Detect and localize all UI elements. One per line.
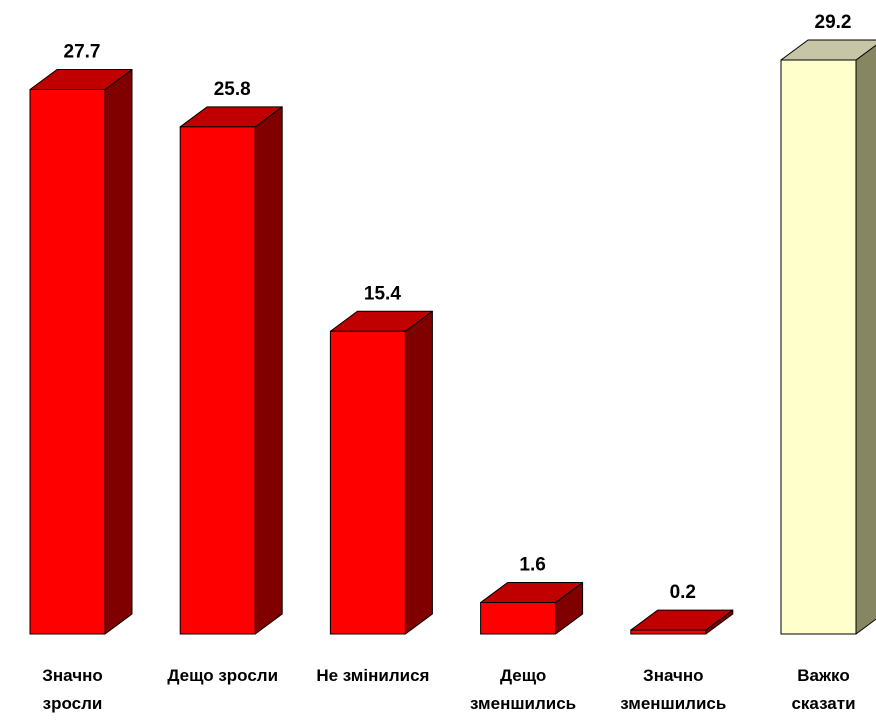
value-label-4: 1.6: [519, 555, 545, 576]
bar-2: [179, 126, 256, 635]
bar-top-5: [630, 609, 734, 631]
category-label-1: Значно зросли: [42, 666, 102, 713]
category-label-line: Значно: [643, 666, 703, 685]
category-label-line: зменшились: [620, 694, 726, 713]
value-label-3: 15.4: [364, 283, 401, 304]
category-label-line: зросли: [43, 694, 103, 713]
category-label-2: Дещо зросли: [167, 666, 278, 685]
bar-5: [630, 629, 707, 635]
category-label-line: Важко: [797, 666, 849, 685]
category-label-3: Не змінилися: [316, 666, 429, 685]
bar-side-2: [254, 106, 283, 635]
category-label-line: Значно: [42, 666, 102, 685]
value-label-2: 25.8: [214, 79, 251, 100]
value-label-6: 29.2: [815, 12, 852, 33]
category-label-line: Дещо зросли: [167, 666, 278, 685]
bar-6: [780, 59, 857, 635]
bar-3: [329, 330, 406, 635]
bar-side-3: [404, 310, 433, 635]
bar-side-1: [104, 68, 133, 635]
category-label-line: Дещо: [500, 666, 546, 685]
category-label-line: сказати: [791, 694, 855, 713]
category-label-line: Не змінилися: [316, 666, 429, 685]
category-label-line: зменшились: [470, 694, 576, 713]
bar-4: [480, 602, 557, 635]
category-label-6: Важко сказати: [791, 666, 855, 713]
bar-side-6: [855, 44, 876, 635]
value-label-1: 27.7: [64, 41, 101, 62]
category-label-4: Дещо зменшились: [470, 666, 576, 713]
category-label-5: Значно зменшились: [620, 666, 726, 713]
bar-1: [29, 88, 106, 635]
value-label-5: 0.2: [670, 582, 696, 603]
